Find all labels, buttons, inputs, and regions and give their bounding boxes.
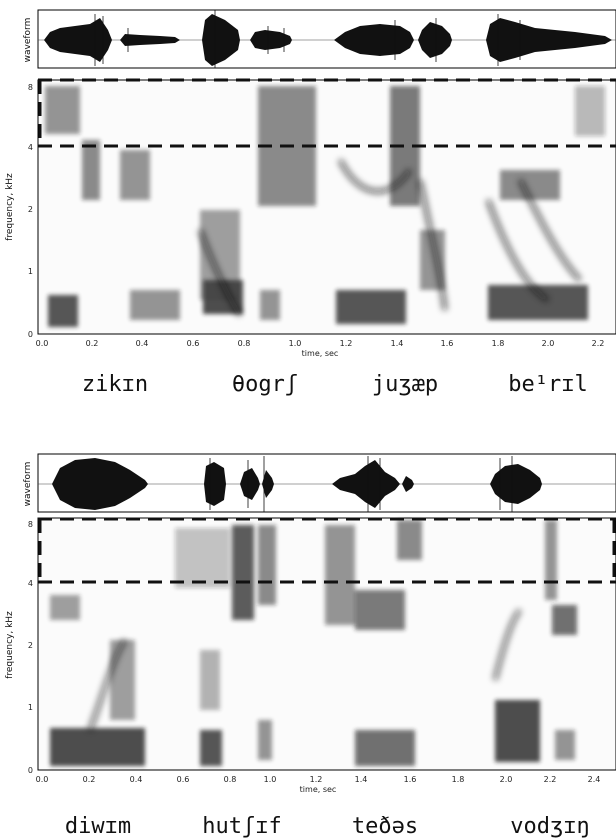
- y-tick: 8: [28, 520, 33, 529]
- x-tick: 1.6: [404, 775, 417, 784]
- x-tick: 0.0: [36, 775, 49, 784]
- word-label: diwɪm: [65, 814, 131, 839]
- y-tick: 2: [28, 641, 33, 650]
- word-label: juʒæp: [372, 372, 438, 397]
- waveform-spikes: [94, 10, 521, 68]
- x-tick: 1.4: [355, 775, 368, 784]
- y-tick: 1: [28, 267, 33, 276]
- waveform-frame: [37, 453, 616, 513]
- word-label: be¹rɪl: [508, 372, 587, 397]
- formant-tracks: [87, 608, 523, 731]
- x-ticks-1: 0.0 0.2 0.4 0.6 0.8 1.0 1.2 1.4 1.6 1.8 …: [36, 339, 605, 348]
- x-tick: 0.0: [36, 339, 49, 348]
- y-tick: 0: [28, 766, 33, 775]
- panel-1: waveform: [5, 9, 616, 397]
- waveform-label: waveform: [23, 18, 33, 63]
- formant-tracks: [197, 158, 582, 317]
- word-labels-1: zikɪn θogrʃ juʒæp be¹rɪl: [82, 372, 588, 397]
- x-tick: 1.6: [441, 339, 454, 348]
- x-tick: 0.2: [86, 339, 99, 348]
- x-tick: 2.0: [542, 339, 555, 348]
- x-tick: 1.8: [452, 775, 465, 784]
- x-tick: 1.4: [391, 339, 404, 348]
- x-tick: 0.6: [177, 775, 190, 784]
- waveform-bursts: [44, 14, 612, 66]
- y-axis-label: frequency, kHz: [5, 173, 15, 241]
- waveform-frame: [37, 9, 616, 69]
- x-tick: 0.8: [238, 339, 251, 348]
- x-ticks-2: 0.0 0.2 0.4 0.6 0.8 1.0 1.2 1.4 1.6 1.8 …: [36, 775, 601, 784]
- x-axis-label: time, sec: [300, 785, 337, 794]
- y-ticks-2: 8 4 2 1 0: [28, 520, 33, 775]
- x-tick: 0.2: [83, 775, 96, 784]
- word-label: zikɪn: [82, 372, 148, 397]
- word-label: hutʃɪf: [202, 814, 281, 839]
- x-tick: 0.4: [136, 339, 149, 348]
- x-tick: 2.4: [588, 775, 601, 784]
- x-tick: 1.2: [310, 775, 323, 784]
- highlight-box-2: [38, 517, 616, 584]
- x-tick: 1.8: [492, 339, 505, 348]
- x-tick: 1.0: [289, 339, 302, 348]
- highlight-box-1: [38, 78, 616, 148]
- x-tick: 2.2: [592, 339, 605, 348]
- x-tick: 2.0: [500, 775, 513, 784]
- word-label: vodʒɪŋ: [510, 814, 589, 839]
- y-tick: 8: [28, 83, 33, 92]
- waveform-label: waveform: [23, 462, 33, 507]
- spectrogram-2: frequency, kHz 8 4 2 1 0 0.0 0.2 0.4 0.6…: [5, 517, 616, 794]
- y-tick: 1: [28, 703, 33, 712]
- y-tick: 2: [28, 205, 33, 214]
- y-tick: 4: [28, 143, 33, 152]
- waveform-spikes: [209, 456, 513, 512]
- waveform-2: waveform: [23, 453, 616, 513]
- y-axis-label: frequency, kHz: [5, 611, 15, 679]
- y-tick: 0: [28, 330, 33, 339]
- word-labels-2: diwɪm hutʃɪf teðəs vodʒɪŋ: [65, 814, 590, 839]
- x-axis-label: time, sec: [302, 349, 339, 358]
- x-tick: 2.2: [544, 775, 557, 784]
- x-tick: 1.2: [340, 339, 353, 348]
- word-label: θogrʃ: [232, 372, 298, 397]
- waveform-1: waveform: [23, 9, 616, 69]
- spectrogram-1: frequency, kHz 8 4 2 1 0 0.0 0.2 0.4 0.6…: [5, 78, 616, 358]
- x-tick: 0.6: [187, 339, 200, 348]
- waveform-bursts: [52, 458, 542, 510]
- formant-energy: [50, 520, 577, 766]
- x-tick: 0.4: [130, 775, 143, 784]
- word-label: teðəs: [352, 814, 418, 839]
- panel-2: waveform: [5, 453, 616, 839]
- x-tick: 0.8: [224, 775, 237, 784]
- x-tick: 1.0: [264, 775, 277, 784]
- y-tick: 4: [28, 579, 33, 588]
- y-ticks-1: 8 4 2 1 0: [28, 83, 33, 339]
